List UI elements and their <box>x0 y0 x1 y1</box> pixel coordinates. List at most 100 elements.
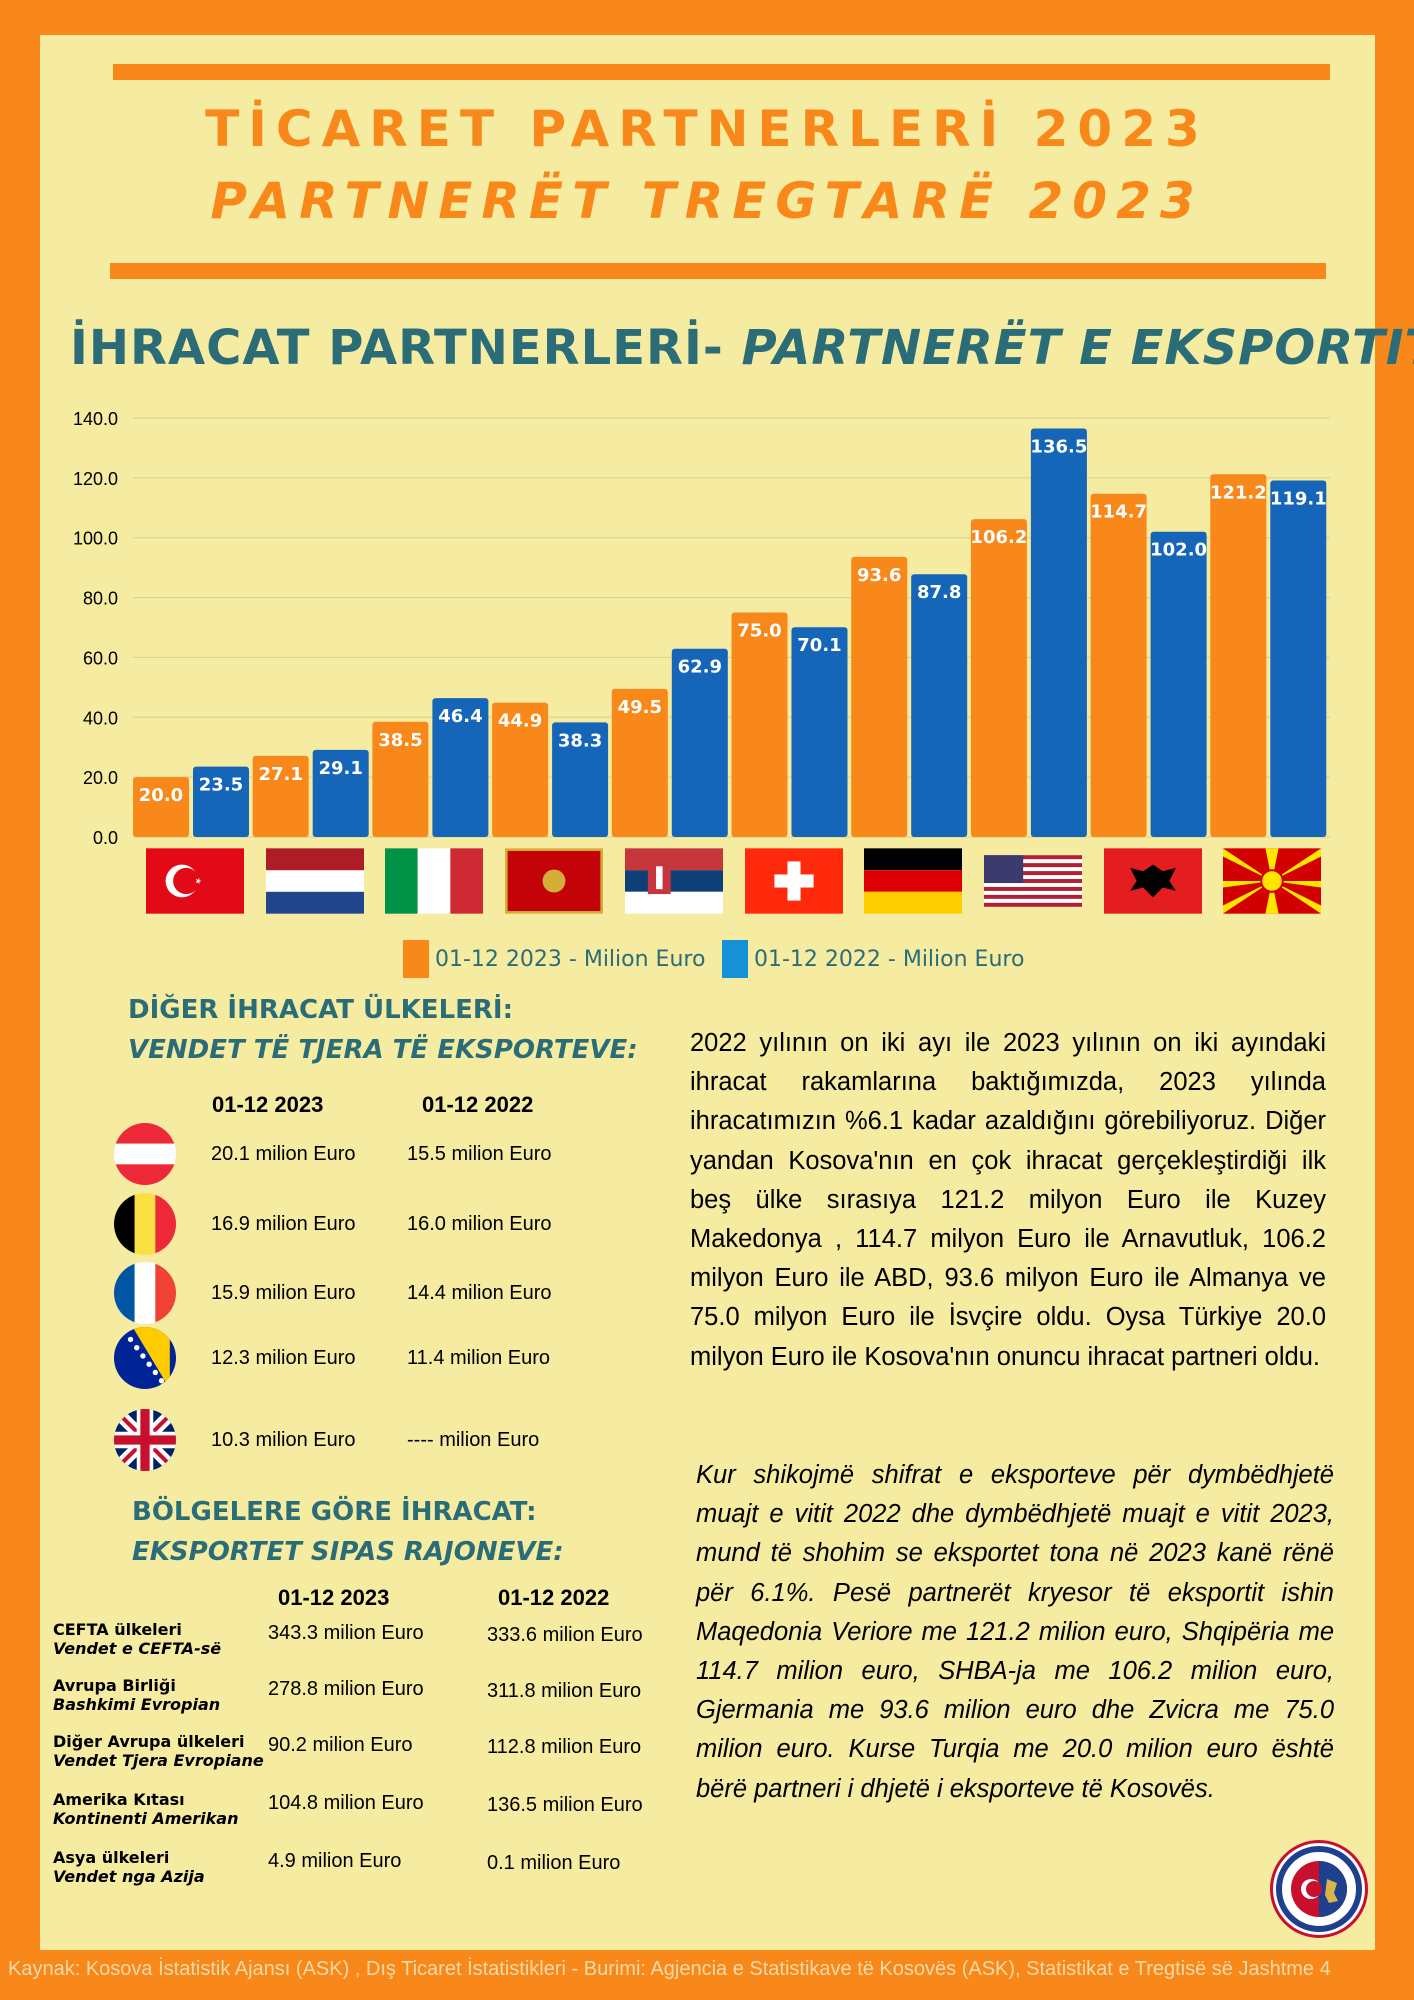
legend-2023-label: 01-12 2023 - Milion Euro <box>435 946 706 972</box>
region-value-2023: 90.2 milion Euro <box>268 1734 413 1756</box>
region-name-tr: CEFTA ülkeleri <box>53 1620 182 1639</box>
region-name: Avrupa Birliği Bashkimi Evropian <box>53 1676 220 1714</box>
turkey-flag-icon <box>146 848 244 914</box>
y-tick-label: 0.0 <box>93 828 118 848</box>
export-partners-title-al: PARTNERËT E EKSPORTIT <box>741 320 1414 376</box>
export-bar-chart: 0.0 20.0 40.0 60.0 80.0 100.0 120.0 140.0 20.0 23… <box>73 409 1330 848</box>
switzerland-flag-icon <box>744 848 843 914</box>
y-tick-label: 120.0 <box>73 469 118 489</box>
y-tick-label: 80.0 <box>83 589 118 609</box>
regions-col-2022: 01-12 2022 <box>498 1585 610 1610</box>
other-value-2022: ---- milion Euro <box>407 1429 540 1451</box>
other-value-2023: 10.3 milion Euro <box>211 1429 356 1451</box>
bar-2023 <box>970 519 1027 837</box>
serbia-flag-icon <box>624 848 723 914</box>
legend-2023: 01-12 2023 - Milion Euro <box>403 940 705 978</box>
bar-2023 <box>492 702 549 837</box>
region-value-2022: 333.6 milion Euro <box>487 1624 643 1646</box>
region-name-tr: Amerika Kıtası <box>53 1790 185 1809</box>
chamber-logo <box>1270 1840 1368 1938</box>
montenegro-flag-icon <box>505 848 604 914</box>
title-turkish: TİCARET PARTNERLERİ 2023 <box>205 100 1209 158</box>
belgium-flag-icon <box>114 1193 176 1255</box>
chamber-logo-graphic <box>1276 1846 1362 1932</box>
region-name-al: Vendet nga Azija <box>53 1867 205 1886</box>
bar-value-label: 93.6 <box>857 565 901 586</box>
bar-2023 <box>1210 474 1267 837</box>
export-partners-title: İHRACAT PARTNERLERİ- PARTNERËT E EKSPORT… <box>70 320 1414 376</box>
other-value-2023: 12.3 milion Euro <box>211 1347 356 1369</box>
y-tick-label: 60.0 <box>83 648 118 668</box>
other-countries-title-tr: DİĞER İHRACAT ÜLKELERİ: <box>128 995 513 1025</box>
other-col-2022: 01-12 2022 <box>422 1092 534 1117</box>
bar-2023 <box>611 688 668 837</box>
bar-value-label: 136.5 <box>1030 436 1087 457</box>
bar-2023 <box>1090 493 1147 837</box>
region-name-tr: Diğer Avrupa ülkeleri <box>53 1732 245 1751</box>
bar-2022 <box>193 766 249 837</box>
title-albanian: PARTNERËT TREGTARË 2023 <box>210 172 1204 230</box>
other-value-2022: 14.4 milion Euro <box>407 1282 552 1304</box>
regions-title-al: EKSPORTET SIPAS RAJONEVE: <box>132 1537 564 1567</box>
bar-value-label: 20.0 <box>139 785 183 806</box>
region-name: Asya ülkeleri Vendet nga Azija <box>53 1848 205 1886</box>
bar-value-label: 114.7 <box>1090 502 1147 523</box>
bar-2023 <box>731 612 788 837</box>
austria-flag-icon <box>114 1123 176 1185</box>
bar-value-label: 70.1 <box>797 635 841 656</box>
bar-2023 <box>851 556 908 837</box>
bar-value-label: 121.2 <box>1210 482 1267 503</box>
footer-source: Kaynak: Kosova İstatistik Ajansı (ASK) ,… <box>8 1958 1331 1980</box>
bar-2022 <box>1270 480 1327 837</box>
regions-col-2023: 01-12 2023 <box>278 1585 390 1610</box>
other-value-2022: 11.4 milion Euro <box>407 1347 551 1369</box>
bar-value-label: 75.0 <box>737 621 781 642</box>
bar-value-label: 27.1 <box>258 764 302 785</box>
region-value-2023: 4.9 milion Euro <box>268 1850 402 1872</box>
bar-value-label: 23.5 <box>199 775 243 796</box>
region-name-al: Kontinenti Amerikan <box>53 1809 239 1828</box>
bar-2022 <box>911 574 968 837</box>
bar-value-label: 87.8 <box>917 582 961 603</box>
france-flag-icon <box>114 1262 176 1324</box>
top-divider <box>113 64 1330 80</box>
region-value-2022: 0.1 milion Euro <box>487 1852 621 1874</box>
bosnia-flag-icon <box>114 1327 176 1389</box>
summary-turkish: 2022 yılının on iki ayı ile 2023 yılının… <box>690 1029 1326 1371</box>
bar-value-label: 102.0 <box>1150 540 1207 561</box>
y-tick-label: 40.0 <box>83 708 118 728</box>
legend-2022: 01-12 2022 - Milion Euro <box>722 940 1024 978</box>
page-panel <box>40 35 1375 1950</box>
netherlands-flag-icon <box>265 848 364 914</box>
other-value-2022: 15.5 milion Euro <box>407 1143 552 1165</box>
other-value-2023: 16.9 milion Euro <box>211 1213 356 1235</box>
bar-value-label: 38.5 <box>378 730 422 751</box>
region-name-tr: Avrupa Birliği <box>53 1676 176 1695</box>
region-name: Diğer Avrupa ülkeleri Vendet Tjera Evropi… <box>53 1732 264 1770</box>
bar-2023 <box>252 755 309 837</box>
bar-2022 <box>671 648 728 837</box>
bar-2022 <box>1150 531 1207 837</box>
summary-albanian: Kur shikojmë shifrat e eksporteve për dy… <box>696 1461 1334 1803</box>
y-tick-label: 140.0 <box>73 409 118 429</box>
bar-value-label: 106.2 <box>970 527 1027 548</box>
legend-2022-swatch <box>722 940 748 978</box>
y-tick-label: 20.0 <box>83 768 118 788</box>
region-value-2022: 112.8 milion Euro <box>487 1736 642 1758</box>
albania-flag-icon <box>1103 848 1202 914</box>
region-value-2023: 278.8 milion Euro <box>268 1678 424 1700</box>
north-macedonia-flag-icon <box>1223 848 1322 914</box>
bar-2022 <box>1030 428 1087 837</box>
bar-value-label: 119.1 <box>1270 489 1327 510</box>
germany-flag-icon <box>864 848 963 914</box>
bar-2022 <box>432 698 489 837</box>
bar-value-label: 46.4 <box>438 706 482 727</box>
region-value-2022: 136.5 milion Euro <box>487 1794 643 1816</box>
bottom-divider <box>110 263 1326 279</box>
region-value-2023: 343.3 milion Euro <box>268 1622 424 1644</box>
legend-2023-swatch <box>403 940 429 978</box>
regions-title-tr: BÖLGELERE GÖRE İHRACAT: <box>132 1497 537 1527</box>
region-value-2023: 104.8 milion Euro <box>268 1792 424 1814</box>
region-name: Amerika Kıtası Kontinenti Amerikan <box>53 1790 238 1828</box>
bar-2022 <box>791 627 848 837</box>
